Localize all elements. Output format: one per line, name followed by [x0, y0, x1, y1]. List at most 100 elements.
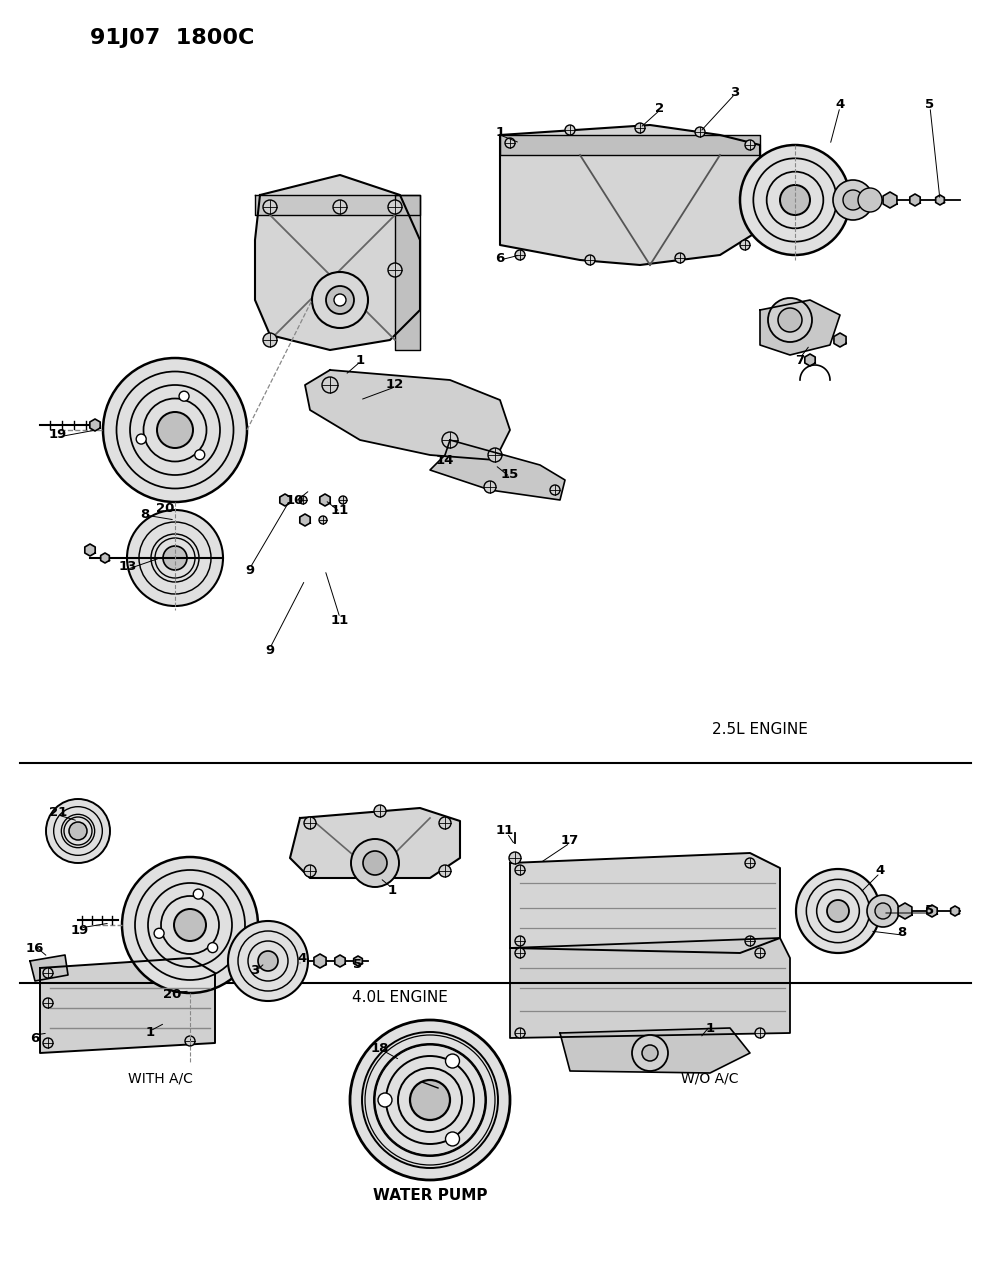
Polygon shape [560, 1028, 750, 1074]
Text: 20: 20 [156, 501, 174, 515]
Circle shape [875, 903, 891, 919]
Circle shape [374, 805, 386, 817]
Circle shape [326, 286, 354, 314]
Text: 19: 19 [49, 428, 67, 441]
Circle shape [442, 432, 458, 448]
Polygon shape [290, 808, 460, 878]
Polygon shape [950, 907, 959, 915]
Text: 1: 1 [387, 884, 396, 896]
Polygon shape [910, 194, 921, 207]
Text: 1: 1 [706, 1021, 715, 1034]
Circle shape [195, 450, 205, 460]
Circle shape [642, 1046, 658, 1061]
Circle shape [675, 252, 685, 263]
Circle shape [827, 900, 849, 922]
Circle shape [515, 864, 525, 875]
Polygon shape [500, 135, 760, 156]
Circle shape [446, 1132, 460, 1146]
Polygon shape [255, 195, 420, 215]
Circle shape [585, 255, 595, 265]
Polygon shape [101, 553, 109, 564]
Circle shape [509, 852, 521, 864]
Polygon shape [760, 300, 840, 354]
Circle shape [322, 377, 338, 393]
Text: 16: 16 [26, 941, 45, 955]
Text: 6: 6 [31, 1031, 40, 1044]
Circle shape [695, 128, 705, 136]
Text: 5: 5 [926, 904, 935, 918]
Circle shape [446, 1054, 460, 1068]
Text: 3: 3 [251, 964, 260, 977]
Text: 7: 7 [796, 353, 805, 366]
Text: 5: 5 [926, 98, 935, 111]
Circle shape [378, 1093, 392, 1107]
Polygon shape [510, 853, 780, 952]
Circle shape [46, 799, 110, 863]
Circle shape [185, 1037, 195, 1045]
Circle shape [867, 895, 899, 927]
Circle shape [858, 187, 882, 212]
Polygon shape [305, 370, 510, 460]
Polygon shape [335, 955, 345, 966]
Circle shape [299, 496, 307, 504]
Text: 20: 20 [163, 988, 181, 1001]
Polygon shape [805, 354, 816, 366]
Polygon shape [90, 419, 100, 431]
Polygon shape [500, 125, 760, 265]
Polygon shape [40, 958, 215, 1053]
Text: 4: 4 [835, 98, 844, 111]
Circle shape [550, 484, 560, 495]
Polygon shape [279, 493, 290, 506]
Circle shape [635, 122, 645, 133]
Circle shape [745, 858, 755, 868]
Circle shape [339, 496, 347, 504]
Circle shape [505, 138, 515, 148]
Circle shape [745, 140, 755, 150]
Circle shape [103, 358, 247, 502]
Circle shape [388, 200, 402, 214]
Circle shape [43, 968, 53, 978]
Circle shape [755, 1028, 765, 1038]
Text: 1: 1 [496, 126, 504, 139]
Circle shape [304, 817, 316, 829]
Circle shape [740, 145, 850, 255]
Text: 1: 1 [356, 353, 365, 366]
Circle shape [258, 951, 278, 972]
Text: 5: 5 [354, 959, 363, 972]
Circle shape [228, 921, 308, 1001]
Circle shape [193, 889, 203, 899]
Circle shape [565, 125, 575, 135]
Circle shape [439, 817, 451, 829]
Circle shape [740, 240, 750, 250]
Circle shape [179, 391, 189, 402]
Circle shape [515, 949, 525, 958]
Circle shape [351, 839, 399, 887]
Text: 15: 15 [500, 468, 519, 482]
Text: 11: 11 [496, 825, 514, 838]
Polygon shape [510, 938, 790, 1038]
Circle shape [319, 516, 327, 524]
Text: 9: 9 [266, 644, 275, 657]
Circle shape [778, 309, 802, 332]
Text: 91J07  1800C: 91J07 1800C [90, 28, 255, 48]
Circle shape [515, 250, 525, 260]
Circle shape [312, 272, 368, 328]
Text: 6: 6 [496, 251, 504, 264]
Circle shape [515, 936, 525, 946]
Circle shape [410, 1080, 450, 1119]
Text: 21: 21 [49, 807, 67, 820]
Circle shape [484, 481, 496, 493]
Polygon shape [255, 175, 420, 351]
Text: 18: 18 [371, 1042, 389, 1054]
Circle shape [122, 857, 258, 993]
Text: 4.0L ENGINE: 4.0L ENGINE [352, 991, 448, 1006]
Polygon shape [834, 333, 846, 347]
Text: 17: 17 [561, 835, 579, 848]
Circle shape [745, 936, 755, 946]
Text: 14: 14 [436, 454, 454, 467]
Circle shape [796, 870, 880, 952]
Circle shape [388, 263, 402, 277]
Circle shape [755, 949, 765, 958]
Text: 2: 2 [655, 102, 665, 115]
Circle shape [768, 298, 812, 342]
